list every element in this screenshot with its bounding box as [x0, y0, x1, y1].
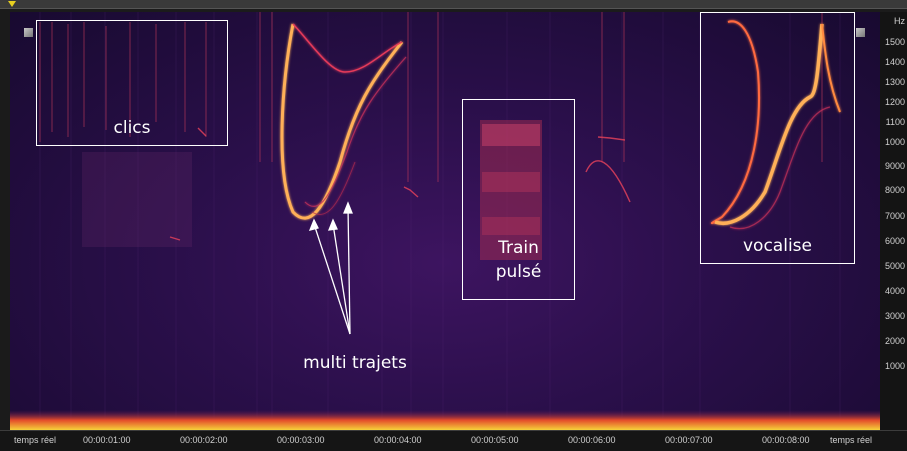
pulsed-train-annotation-box [462, 99, 575, 300]
time-axis: temps réel 00:00:01:00 00:00:02:00 00:00… [0, 430, 907, 451]
vocalise-annotation-box [700, 12, 855, 264]
vocalise-label: vocalise [743, 236, 812, 256]
faint-noise-patch [82, 152, 192, 247]
frequency-tick: 9000 [884, 161, 905, 171]
time-tick: 00:00:08:00 [762, 435, 810, 445]
pulsed-train-label-line2: pulsé [495, 262, 542, 282]
frequency-tick: 1000 [884, 137, 905, 147]
multi-trajets-label: multi trajets [303, 353, 407, 373]
frequency-tick: 4000 [884, 286, 905, 296]
clics-annotation-box [36, 20, 228, 146]
frequency-tick: 8000 [884, 185, 905, 195]
frequency-tick: 1400 [884, 57, 905, 67]
low-frequency-band [10, 410, 880, 430]
corner-handle-left-icon[interactable] [24, 28, 33, 37]
pulsed-train [480, 120, 542, 260]
frequency-tick: 3000 [884, 311, 905, 321]
time-tick: 00:00:06:00 [568, 435, 616, 445]
frequency-tick: 6000 [884, 236, 905, 246]
frequency-tick: 1300 [884, 77, 905, 87]
pulsed-train-label-line1: Train [498, 238, 539, 258]
time-tick: 00:00:02:00 [180, 435, 228, 445]
top-toolbar-strip [0, 0, 907, 9]
clics-label: clics [113, 118, 151, 138]
frequency-tick: 1100 [885, 117, 905, 127]
time-tick: 00:00:07:00 [665, 435, 713, 445]
frequency-tick: 1500 [884, 37, 905, 47]
click-lines [39, 12, 823, 182]
frequency-tick: 2000 [884, 336, 905, 346]
multipath-whistle [280, 23, 407, 220]
time-axis-mode-left[interactable]: temps réel [14, 435, 57, 445]
time-tick: 00:00:04:00 [374, 435, 422, 445]
small-chirps [169, 127, 631, 241]
frequency-tick: 5000 [884, 261, 905, 271]
time-tick: 00:00:03:00 [277, 435, 325, 445]
time-tick: 00:00:05:00 [471, 435, 519, 445]
frequency-axis: Hz 1500 1400 1300 1200 1100 1000 9000 80… [880, 12, 907, 430]
frequency-tick: 1200 [884, 97, 905, 107]
spectrogram-graphics [10, 12, 880, 430]
frequency-tick: 7000 [884, 211, 905, 221]
playhead-marker-icon[interactable] [8, 1, 16, 7]
multipath-arrows [308, 201, 353, 335]
frequency-unit-label: Hz [894, 16, 905, 26]
corner-handle-right-icon[interactable] [856, 28, 865, 37]
time-axis-mode-right[interactable]: temps réel [830, 435, 873, 445]
spectrogram-canvas[interactable] [10, 12, 880, 430]
vocalise-whistle [710, 20, 841, 230]
time-tick: 00:00:01:00 [83, 435, 131, 445]
frequency-tick: 1000 [884, 361, 905, 371]
